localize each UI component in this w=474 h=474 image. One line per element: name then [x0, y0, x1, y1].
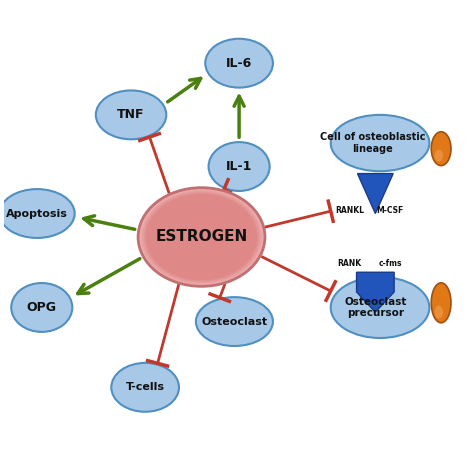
- Text: Osteoclast
precursor: Osteoclast precursor: [344, 297, 407, 318]
- Text: RANKL: RANKL: [335, 207, 364, 216]
- Text: Cell of osteoblastic
lineage: Cell of osteoblastic lineage: [320, 132, 426, 154]
- Polygon shape: [357, 173, 393, 213]
- Ellipse shape: [96, 91, 166, 139]
- Ellipse shape: [435, 150, 443, 162]
- Ellipse shape: [139, 189, 264, 285]
- Ellipse shape: [0, 189, 75, 238]
- Ellipse shape: [144, 192, 259, 282]
- Text: M-CSF: M-CSF: [376, 207, 403, 216]
- Text: IL-1: IL-1: [226, 160, 252, 173]
- Text: c-fms: c-fms: [379, 258, 402, 267]
- Ellipse shape: [205, 39, 273, 88]
- Ellipse shape: [138, 188, 265, 286]
- Ellipse shape: [143, 191, 260, 283]
- Ellipse shape: [196, 297, 273, 346]
- Ellipse shape: [431, 283, 451, 323]
- Ellipse shape: [146, 194, 256, 280]
- Text: Osteoclast: Osteoclast: [201, 317, 267, 327]
- Ellipse shape: [11, 283, 73, 332]
- Text: RANK: RANK: [337, 258, 362, 267]
- Ellipse shape: [209, 142, 270, 191]
- Text: T-cells: T-cells: [126, 383, 164, 392]
- Ellipse shape: [145, 193, 258, 281]
- Ellipse shape: [142, 191, 261, 283]
- Ellipse shape: [435, 306, 443, 319]
- Text: Apoptosis: Apoptosis: [6, 209, 68, 219]
- Ellipse shape: [431, 132, 451, 165]
- Polygon shape: [356, 272, 394, 312]
- Ellipse shape: [331, 115, 429, 171]
- Text: ESTROGEN: ESTROGEN: [155, 229, 247, 245]
- Text: OPG: OPG: [27, 301, 57, 314]
- Text: TNF: TNF: [117, 109, 145, 121]
- Ellipse shape: [111, 363, 179, 412]
- Ellipse shape: [331, 277, 429, 338]
- Text: IL-6: IL-6: [226, 57, 252, 70]
- Ellipse shape: [140, 190, 263, 284]
